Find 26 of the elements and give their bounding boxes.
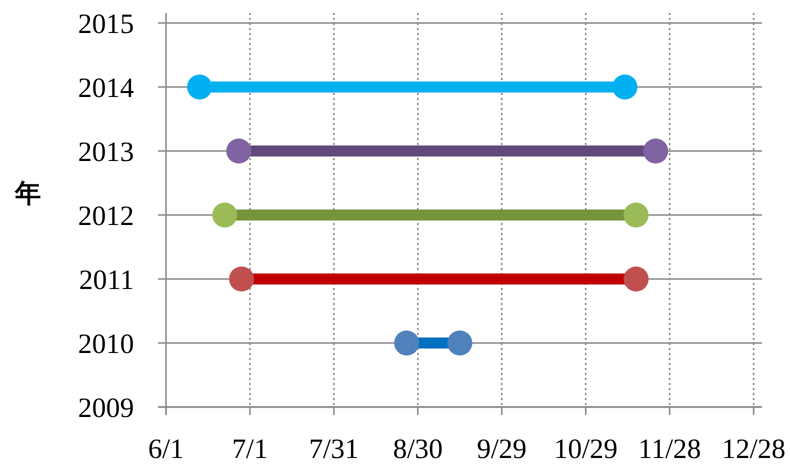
point — [624, 202, 649, 228]
x-tick-label: 7/31 — [308, 434, 359, 465]
y-tick-label: 2009 — [78, 393, 134, 424]
y-tick-label: 2013 — [78, 137, 134, 168]
x-tick-label: 9/29 — [476, 434, 527, 465]
x-tick-label: 10/29 — [554, 434, 618, 465]
x-tick-label: 12/28 — [722, 434, 786, 465]
y-axis-title: 年 — [14, 179, 41, 209]
point — [447, 330, 472, 356]
point — [212, 202, 238, 228]
x-tick-label: 11/28 — [638, 434, 702, 465]
point — [187, 74, 212, 100]
point — [612, 74, 638, 100]
y-tick-label: 2011 — [79, 265, 134, 296]
y-tick-label: 2010 — [78, 329, 134, 360]
x-tick-label: 7/1 — [232, 434, 268, 465]
y-tick-label: 2015 — [78, 9, 134, 40]
point — [394, 330, 420, 356]
x-tick-label: 6/1 — [148, 434, 184, 465]
y-tick-label: 2012 — [78, 201, 134, 232]
point — [229, 266, 254, 292]
x-tick-label: 8/30 — [392, 434, 443, 465]
y-tick-label: 2014 — [78, 73, 134, 104]
point — [643, 138, 668, 164]
point — [624, 266, 649, 292]
point — [226, 138, 252, 164]
